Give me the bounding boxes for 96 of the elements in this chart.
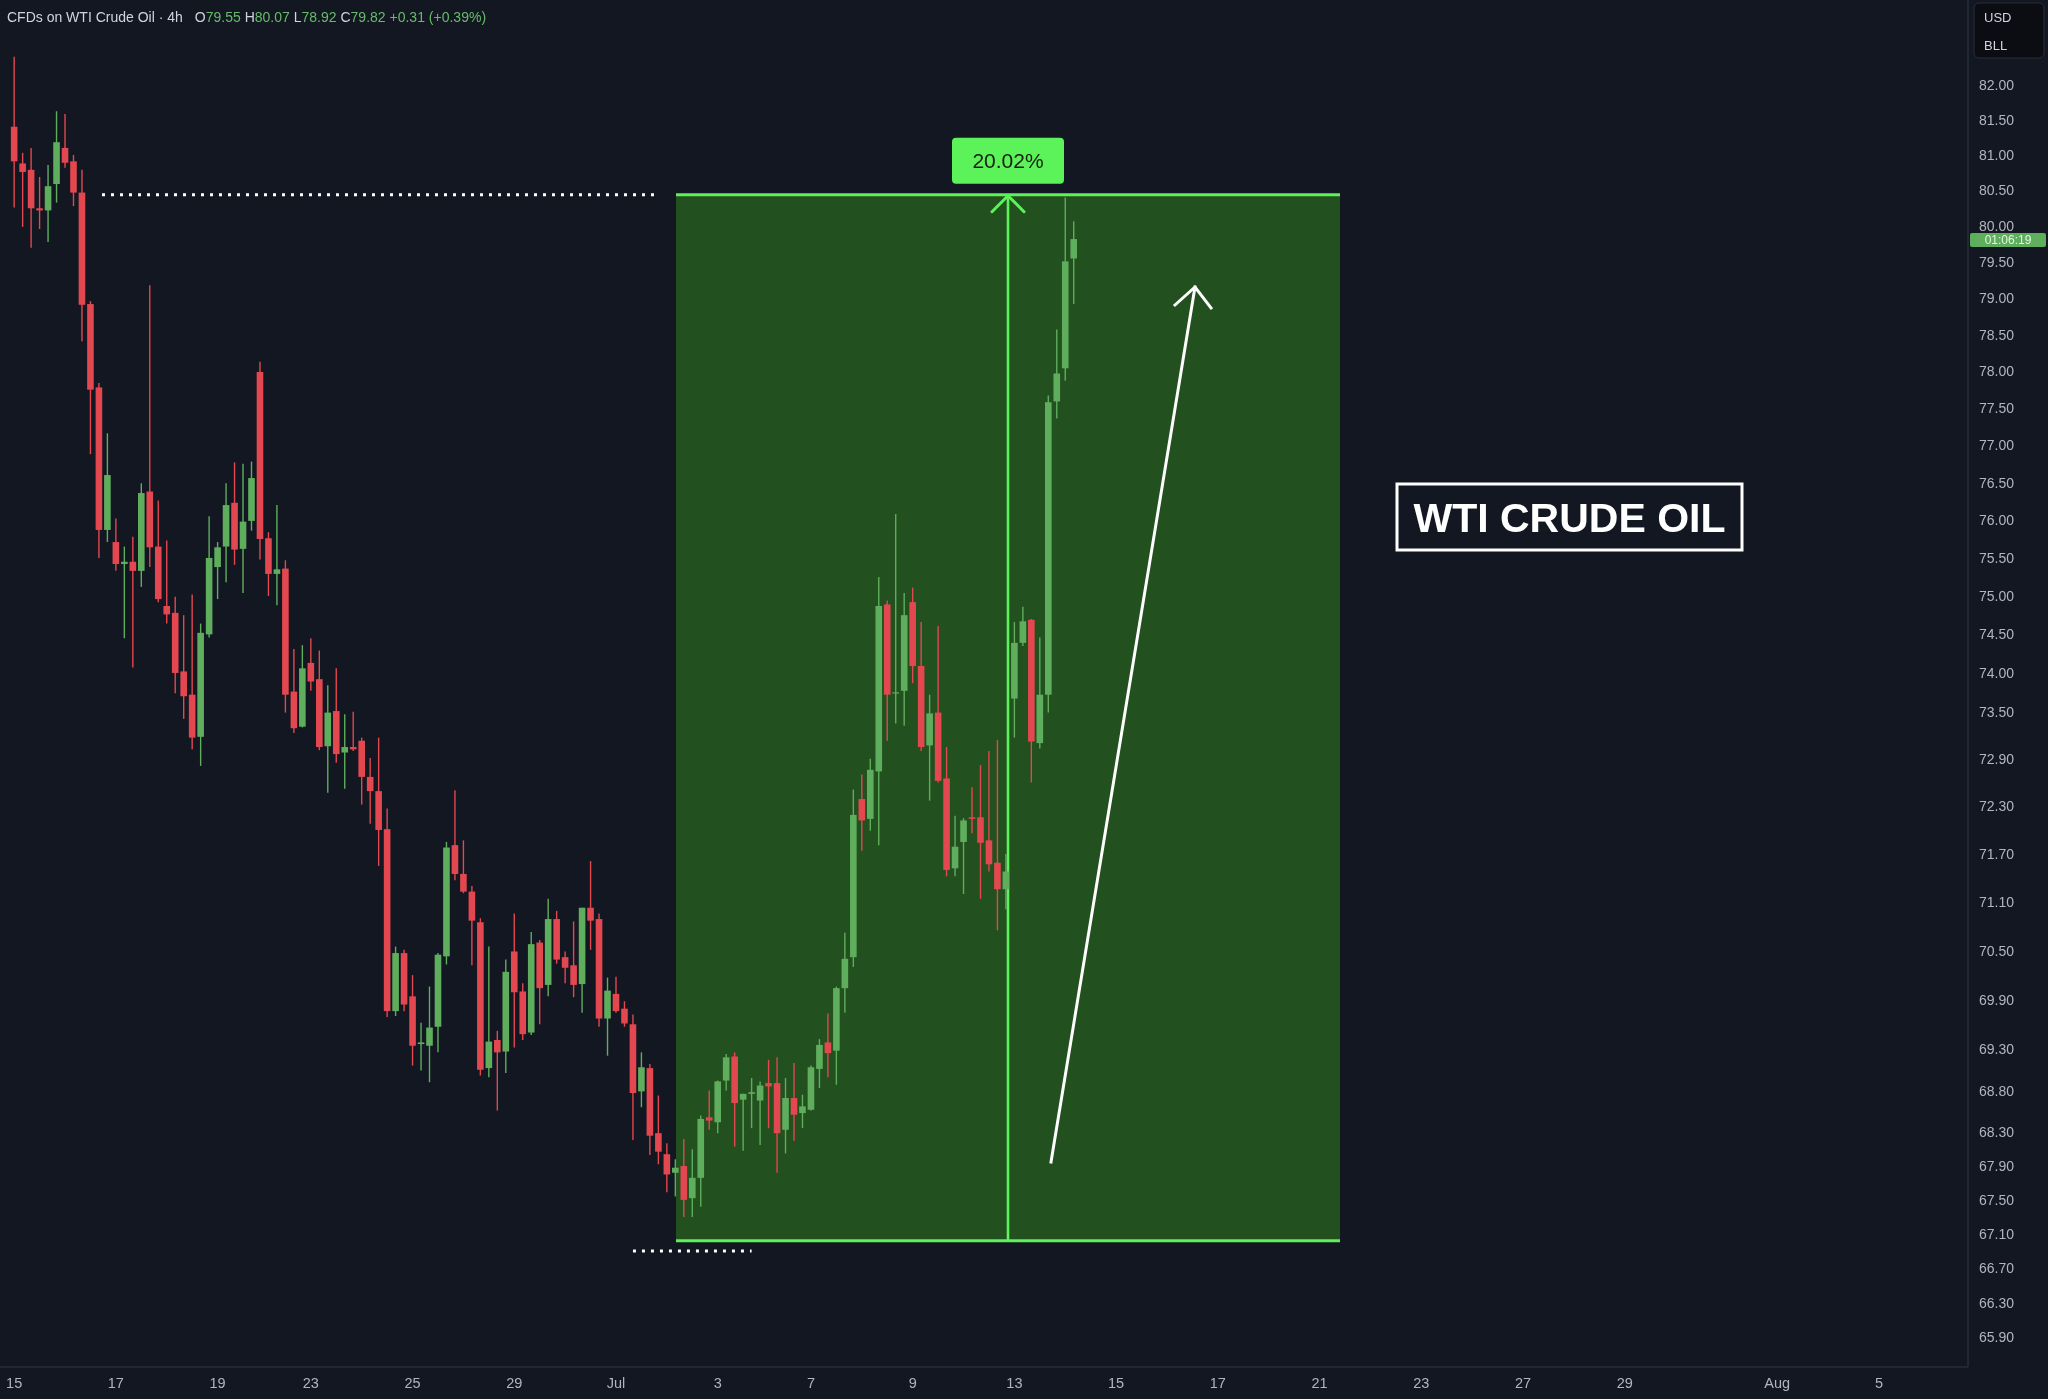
x-tick-label: 15 (1108, 1375, 1125, 1391)
candlestick (341, 713, 349, 790)
y-tick-label: 75.50 (1979, 549, 2015, 566)
candlestick (892, 513, 900, 725)
x-tick-label: 13 (1006, 1375, 1023, 1391)
candlestick (214, 541, 221, 600)
y-tick-label: 79.50 (1979, 254, 2015, 271)
candlestick (112, 517, 120, 572)
y-tick-label: 70.50 (1979, 942, 2015, 959)
text: 01:06:19 (1984, 233, 2032, 248)
y-tick-label: 69.30 (1979, 1041, 2015, 1058)
text: CFDs on WTI Crude Oil · 4h (7, 9, 183, 25)
y-tick-label: 65.90 (1979, 1329, 2015, 1346)
candlestick (960, 817, 967, 895)
y-tick-label: 81.00 (1979, 146, 2015, 163)
candlestick (748, 1077, 755, 1129)
y-tick-label: 74.50 (1979, 626, 2015, 643)
candlestick (36, 176, 43, 230)
y-tick-label: 78.50 (1979, 326, 2015, 343)
y-tick-label: 73.50 (1979, 703, 2015, 720)
y-tick-label: 67.90 (1979, 1158, 2015, 1175)
y-tick-label: 77.00 (1979, 437, 2015, 454)
candlestick (655, 1094, 662, 1166)
x-tick-label: 19 (209, 1375, 226, 1391)
x-tick-label: 3 (713, 1375, 722, 1391)
candlestick (722, 1053, 730, 1092)
y-tick-label: 68.80 (1979, 1082, 2015, 1099)
candlestick (129, 536, 137, 669)
y-tick-label: 79.00 (1979, 290, 2015, 307)
candlestick (621, 1000, 628, 1028)
candlestick (824, 1012, 832, 1078)
x-tick-label: Aug (1764, 1375, 1791, 1391)
x-tick-label: 15 (6, 1375, 23, 1391)
candlestick (672, 1158, 679, 1198)
candlestick (1070, 220, 1078, 305)
y-tick-label: 76.00 (1979, 512, 2015, 529)
x-tick-label: 25 (404, 1375, 421, 1391)
candlestick (19, 152, 26, 228)
y-tick-label: 69.90 (1979, 991, 2015, 1008)
y-tick-label: 67.10 (1979, 1225, 2015, 1242)
y-tick-label: 80.00 (1979, 218, 2015, 235)
y-tick-label: 80.50 (1979, 182, 2015, 199)
y-tick-label: 71.10 (1979, 894, 2015, 911)
text: O79.55 H80.07 L78.92 C79.82 +0.31 (+0.39%) (194, 9, 487, 25)
x-tick-label: 23 (302, 1375, 319, 1391)
y-tick-label: 66.70 (1979, 1260, 2015, 1277)
candlestick (1019, 606, 1027, 647)
candlestick (494, 1030, 501, 1112)
candlestick (790, 1062, 798, 1142)
candlestick (663, 1142, 671, 1193)
candlestick (705, 1089, 713, 1131)
candlestick (561, 950, 569, 984)
candlestick (688, 1148, 696, 1218)
band-label: 20.02% (972, 149, 1044, 173)
y-tick-label: 67.50 (1979, 1191, 2015, 1208)
candlestick (273, 504, 281, 606)
x-tick-label: 29 (506, 1375, 523, 1391)
annotation: WTI CRUDE OIL (1413, 495, 1726, 541)
x-tick-label: 7 (806, 1375, 815, 1391)
x-tick-label: 5 (1874, 1375, 1884, 1391)
candlestick (739, 1093, 747, 1152)
y-tick-label: 74.00 (1979, 664, 2015, 681)
text: USD (1984, 9, 2012, 25)
candlestick (61, 113, 69, 169)
x-tick-label: 17 (1209, 1375, 1226, 1391)
candlestick (121, 545, 128, 639)
candlestick (426, 985, 433, 1083)
candlestick (756, 1080, 764, 1146)
candlestick (765, 1059, 772, 1129)
x-tick-label: 17 (107, 1375, 124, 1391)
candlestick (163, 539, 171, 625)
text: BLL (1984, 37, 2008, 53)
y-tick-label: 78.00 (1979, 363, 2015, 380)
x-tick-label: 27 (1514, 1375, 1532, 1391)
y-tick-label: 68.30 (1979, 1124, 2015, 1141)
y-tick-label: 75.00 (1979, 588, 2015, 605)
candlestick (570, 920, 577, 998)
y-tick-label: 77.50 (1979, 400, 2015, 417)
x-tick-label: 23 (1413, 1375, 1430, 1391)
y-tick-label: 66.30 (1979, 1294, 2015, 1311)
y-tick-label: 76.50 (1979, 474, 2015, 491)
y-tick-label: 72.30 (1979, 798, 2015, 815)
candlestick (417, 1021, 425, 1072)
candlestick (460, 839, 467, 894)
y-tick-label: 72.90 (1979, 750, 2015, 767)
candlestick (968, 786, 976, 834)
y-tick-label: 71.70 (1979, 845, 2015, 862)
y-tick-label: 82.00 (1979, 76, 2015, 93)
y-tick-label: 81.50 (1979, 111, 2015, 128)
candlestick (985, 750, 993, 873)
x-tick-label: 9 (908, 1375, 917, 1391)
x-tick-label: Jul (606, 1375, 626, 1391)
candlestick (799, 1094, 806, 1129)
candlestick (587, 860, 594, 951)
x-tick-label: 29 (1616, 1375, 1633, 1391)
x-tick-label: 21 (1311, 1375, 1328, 1391)
